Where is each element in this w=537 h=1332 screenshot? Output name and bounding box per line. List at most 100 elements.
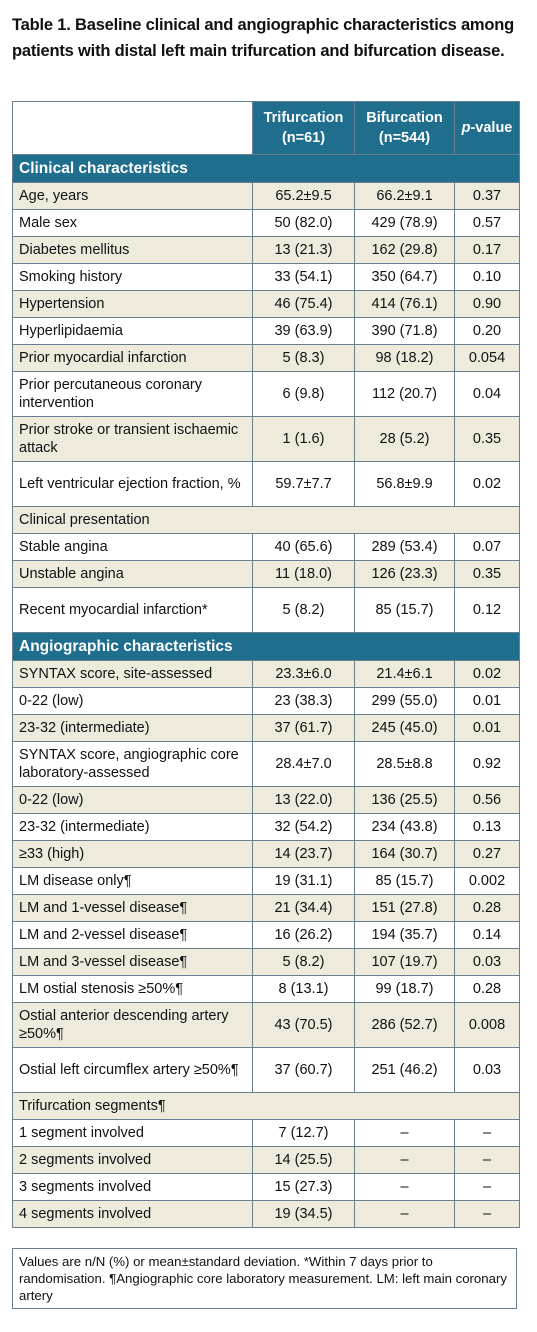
cell-trifurcation: 28.4±7.0 [252, 741, 355, 787]
cell-p-value: 0.12 [454, 587, 520, 633]
cell-p-value: – [454, 1173, 520, 1201]
table-row: 3 segments involved 15 (27.3) – – [12, 1173, 520, 1201]
cell-bifurcation: 151 (27.8) [354, 894, 455, 922]
table-row: Left ventricular ejection fraction, % 59… [12, 461, 520, 507]
cell-p-value: 0.35 [454, 416, 520, 462]
header-trifurcation: Trifurcation (n=61) [252, 101, 355, 155]
cell-p-value: 0.054 [454, 344, 520, 372]
cell-trifurcation: 19 (34.5) [252, 1200, 355, 1228]
cell-p-value: 0.02 [454, 461, 520, 507]
row-label: Prior stroke or transient ischaemic atta… [12, 416, 253, 462]
row-label: 0-22 (low) [12, 687, 253, 715]
cell-p-value: – [454, 1146, 520, 1174]
section-row-clinical: Clinical characteristics [12, 154, 520, 183]
row-label: Prior percutaneous coronary intervention [12, 371, 253, 417]
row-label: Ostial anterior descending artery ≥50%¶ [12, 1002, 253, 1048]
row-label: SYNTAX score, site-assessed [12, 660, 253, 688]
cell-trifurcation: 1 (1.6) [252, 416, 355, 462]
cell-p-value: 0.03 [454, 1047, 520, 1093]
table-row: ≥33 (high) 14 (23.7) 164 (30.7) 0.27 [12, 840, 520, 868]
table-row: Male sex 50 (82.0) 429 (78.9) 0.57 [12, 209, 520, 237]
row-label: LM and 1-vessel disease¶ [12, 894, 253, 922]
cell-trifurcation: 21 (34.4) [252, 894, 355, 922]
cell-bifurcation: 234 (43.8) [354, 813, 455, 841]
table-row: Unstable angina 11 (18.0) 126 (23.3) 0.3… [12, 560, 520, 588]
cell-bifurcation: 126 (23.3) [354, 560, 455, 588]
row-label: 4 segments involved [12, 1200, 253, 1228]
cell-trifurcation: 11 (18.0) [252, 560, 355, 588]
row-label: Ostial left circumflex artery ≥50%¶ [12, 1047, 253, 1093]
table-row: Smoking history 33 (54.1) 350 (64.7) 0.1… [12, 263, 520, 291]
table-header-row: Trifurcation (n=61) Bifurcation (n=544) … [12, 101, 520, 155]
row-label: 23-32 (intermediate) [12, 714, 253, 742]
cell-trifurcation: 7 (12.7) [252, 1119, 355, 1147]
cell-p-value: – [454, 1200, 520, 1228]
cell-bifurcation: 245 (45.0) [354, 714, 455, 742]
cell-p-value: 0.07 [454, 533, 520, 561]
cell-p-value: 0.28 [454, 894, 520, 922]
table-row: 23-32 (intermediate) 37 (61.7) 245 (45.0… [12, 714, 520, 742]
row-label: 0-22 (low) [12, 786, 253, 814]
cell-bifurcation: 112 (20.7) [354, 371, 455, 417]
cell-trifurcation: 15 (27.3) [252, 1173, 355, 1201]
row-label: Stable angina [12, 533, 253, 561]
cell-bifurcation: 350 (64.7) [354, 263, 455, 291]
cell-trifurcation: 13 (22.0) [252, 786, 355, 814]
row-label: Prior myocardial infarction [12, 344, 253, 372]
cell-p-value: 0.03 [454, 948, 520, 976]
table-row: LM and 1-vessel disease¶ 21 (34.4) 151 (… [12, 894, 520, 922]
cell-bifurcation: 56.8±9.9 [354, 461, 455, 507]
cell-p-value: 0.57 [454, 209, 520, 237]
cell-trifurcation: 50 (82.0) [252, 209, 355, 237]
cell-trifurcation: 14 (25.5) [252, 1146, 355, 1174]
group-label-clinical-presentation: Clinical presentation [12, 506, 520, 534]
cell-trifurcation: 23.3±6.0 [252, 660, 355, 688]
cell-bifurcation: 85 (15.7) [354, 587, 455, 633]
cell-trifurcation: 37 (60.7) [252, 1047, 355, 1093]
cell-trifurcation: 6 (9.8) [252, 371, 355, 417]
cell-trifurcation: 23 (38.3) [252, 687, 355, 715]
row-label: Male sex [12, 209, 253, 237]
row-label: 23-32 (intermediate) [12, 813, 253, 841]
table-row: 1 segment involved 7 (12.7) – – [12, 1119, 520, 1147]
row-label: Unstable angina [12, 560, 253, 588]
cell-p-value: 0.04 [454, 371, 520, 417]
table-row: LM and 2-vessel disease¶ 16 (26.2) 194 (… [12, 921, 520, 949]
cell-p-value: 0.01 [454, 687, 520, 715]
table-row: Ostial anterior descending artery ≥50%¶ … [12, 1002, 520, 1048]
row-label: LM and 2-vessel disease¶ [12, 921, 253, 949]
cell-bifurcation: – [354, 1200, 455, 1228]
table-footnote: Values are n/N (%) or mean±standard devi… [12, 1248, 517, 1309]
row-label: LM and 3-vessel disease¶ [12, 948, 253, 976]
cell-bifurcation: 21.4±6.1 [354, 660, 455, 688]
table-row: Prior myocardial infarction 5 (8.3) 98 (… [12, 344, 520, 372]
cell-p-value: 0.37 [454, 182, 520, 210]
cell-trifurcation: 14 (23.7) [252, 840, 355, 868]
cell-bifurcation: 85 (15.7) [354, 867, 455, 895]
row-label: LM ostial stenosis ≥50%¶ [12, 975, 253, 1003]
cell-bifurcation: 99 (18.7) [354, 975, 455, 1003]
cell-p-value: 0.20 [454, 317, 520, 345]
cell-trifurcation: 5 (8.2) [252, 587, 355, 633]
cell-p-value: 0.002 [454, 867, 520, 895]
table-row: 4 segments involved 19 (34.5) – – [12, 1200, 520, 1228]
table-row: Stable angina 40 (65.6) 289 (53.4) 0.07 [12, 533, 520, 561]
table-group-row: Clinical presentation [12, 506, 520, 534]
cell-trifurcation: 19 (31.1) [252, 867, 355, 895]
cell-bifurcation: 136 (25.5) [354, 786, 455, 814]
cell-trifurcation: 65.2±9.5 [252, 182, 355, 210]
cell-bifurcation: – [354, 1146, 455, 1174]
cell-bifurcation: 164 (30.7) [354, 840, 455, 868]
cell-p-value: 0.35 [454, 560, 520, 588]
table-row: 2 segments involved 14 (25.5) – – [12, 1146, 520, 1174]
cell-trifurcation: 37 (61.7) [252, 714, 355, 742]
cell-bifurcation: 390 (71.8) [354, 317, 455, 345]
row-label: 2 segments involved [12, 1146, 253, 1174]
header-p-value: p-value [454, 101, 520, 155]
cell-p-value: 0.02 [454, 660, 520, 688]
row-label: Hyperlipidaemia [12, 317, 253, 345]
table-group-row: Trifurcation segments¶ [12, 1092, 520, 1120]
cell-p-value: 0.17 [454, 236, 520, 264]
cell-trifurcation: 8 (13.1) [252, 975, 355, 1003]
table-row: LM and 3-vessel disease¶ 5 (8.2) 107 (19… [12, 948, 520, 976]
